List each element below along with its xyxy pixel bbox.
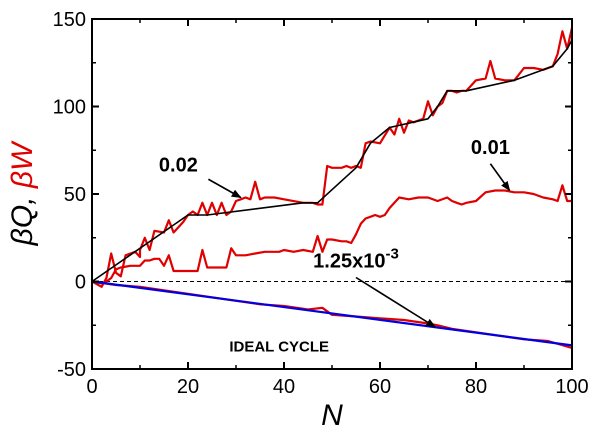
label-layer: NβQ, βW 0.02 0.01 1.25x10-3 IDEAL CYCLE <box>6 137 511 432</box>
annotation-text-1: 0.01 <box>471 137 510 159</box>
x-tick-label-5: 100 <box>555 376 588 398</box>
x-tick-label-3: 60 <box>369 376 391 398</box>
y-tick-label-0: -50 <box>57 359 86 381</box>
series-line-1 <box>91 184 572 285</box>
y-axis-label: βQ, βW <box>6 140 39 246</box>
annotation-label-2: 1.25x10-3 <box>313 246 399 273</box>
y-tick-label-4: 150 <box>53 9 86 31</box>
annotation-arrow-0 <box>208 178 242 199</box>
annotation-label-0: 0.02 <box>159 154 198 176</box>
x-tick-label-4: 80 <box>465 376 487 398</box>
x-tick-label-2: 40 <box>273 376 295 398</box>
annotation-arrow-1 <box>489 163 511 192</box>
annotation-label-1: 0.01 <box>471 137 510 159</box>
x-tick-label-0: 0 <box>86 376 97 398</box>
series-line-3 <box>91 280 573 347</box>
x-axis-label: N <box>321 399 343 432</box>
annotation-text-3: IDEAL CYCLE <box>229 339 329 356</box>
x-tick-label-1: 20 <box>177 376 199 398</box>
y-axis-label-part-0: βQ <box>6 205 39 246</box>
annotation-text-0: 0.02 <box>159 154 198 176</box>
y-tick-label-1: 0 <box>75 272 86 294</box>
series-line-0 <box>91 27 574 288</box>
series-line-4 <box>91 39 573 283</box>
y-axis-label-part-1: , <box>6 188 39 205</box>
y-tick-label-2: 50 <box>64 184 86 206</box>
annotation-label-3: IDEAL CYCLE <box>229 339 329 356</box>
annotation-superscript-2: -3 <box>385 246 398 263</box>
plot-frame <box>91 18 573 370</box>
annotation-text-2: 1.25x10 <box>313 251 385 273</box>
y-axis-label-part-2: βW <box>6 140 39 189</box>
annotation-arrow-2 <box>355 276 437 328</box>
plot-layer <box>91 27 574 350</box>
y-tick-label-3: 100 <box>53 97 86 119</box>
